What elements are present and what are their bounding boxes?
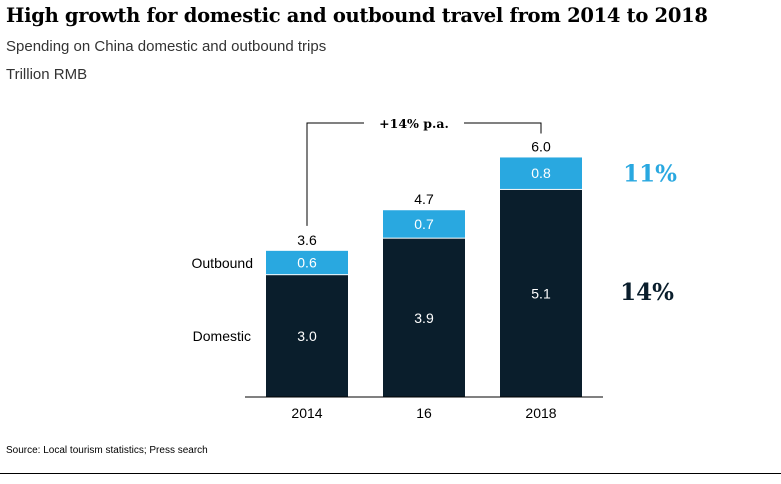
data-label-outbound: 0.7	[414, 216, 434, 232]
bar-outbound	[383, 210, 465, 238]
cagr-total-label: +14% p.a.	[379, 116, 449, 131]
data-label-domestic: 3.0	[297, 328, 317, 344]
data-label-outbound: 0.6	[297, 255, 317, 271]
legend-outbound: Outbound	[192, 255, 254, 271]
bar-outbound	[266, 250, 348, 275]
total-label: 4.7	[414, 191, 434, 207]
cagr-domestic-label: 14%	[620, 279, 674, 306]
legend-domestic: Domestic	[193, 328, 251, 344]
source-note: Source: Local tourism statistics; Press …	[6, 445, 208, 456]
bottom-rule	[0, 473, 781, 474]
total-label: 6.0	[531, 138, 551, 154]
unit-label: Trillion RMB	[6, 66, 88, 83]
total-label: 3.6	[297, 232, 317, 248]
x-tick-label: 16	[416, 405, 432, 421]
annotations-group: +14% p.a. 11% 14%	[306, 116, 677, 306]
chart-subtitle: Spending on China domestic and outbound …	[6, 38, 327, 55]
chart-title: High growth for domestic and outbound tr…	[6, 4, 708, 27]
x-tick-label: 2014	[291, 405, 322, 421]
bars-group	[245, 157, 603, 398]
x-tick-label: 2018	[525, 405, 556, 421]
data-label-domestic: 3.9	[414, 310, 434, 326]
cagr-bracket-right	[464, 122, 542, 134]
cagr-bracket-left	[306, 122, 364, 226]
bar-domestic	[266, 275, 348, 397]
data-label-outbound: 0.8	[531, 165, 551, 181]
bar-outbound	[500, 157, 582, 189]
labels-group: 3.0 0.6 3.6 2014 3.9 0.7 4.7 16 5.1 0.8 6.0 2018 Out…	[192, 138, 557, 421]
bar-domestic	[500, 189, 582, 397]
bar-domestic	[383, 238, 465, 397]
cagr-outbound-label: 11%	[623, 161, 677, 188]
data-label-domestic: 5.1	[531, 285, 551, 301]
